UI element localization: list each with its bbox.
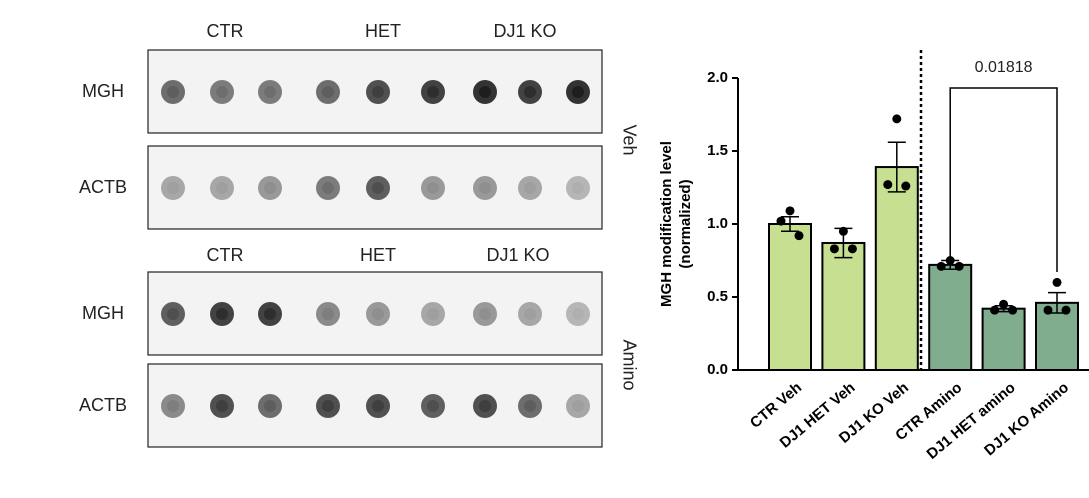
data-point [1043, 305, 1053, 315]
x-tick-label: DJ1 HET amino [924, 379, 1019, 463]
blot-dot-center [167, 308, 179, 320]
y-axis-label: (normalized) [677, 179, 694, 268]
data-point [990, 305, 1000, 315]
blot-dot-center [427, 308, 439, 320]
blot-dot-center [427, 400, 439, 412]
data-point [883, 180, 893, 190]
blot-dot-center [372, 182, 384, 194]
blot-dot-center [167, 182, 179, 194]
row-label: ACTB [79, 177, 127, 197]
blot-dot-center [479, 308, 491, 320]
data-point [936, 261, 946, 271]
blot-dot-center [479, 86, 491, 98]
blot-dot-center [427, 182, 439, 194]
blot-dot-center [216, 400, 228, 412]
data-point [1052, 277, 1062, 287]
row-label: ACTB [79, 395, 127, 415]
data-point [847, 244, 857, 254]
group-label: DJ1 KO [493, 21, 556, 41]
blot-dot-center [322, 86, 334, 98]
y-tick-label: 1.0 [707, 215, 728, 232]
blot-dot-center [322, 182, 334, 194]
blot-dot-center [524, 400, 536, 412]
blot-dot-center [216, 86, 228, 98]
blot-dot-center [372, 308, 384, 320]
blot-dot-center [264, 86, 276, 98]
bar [928, 263, 973, 372]
blot-dot-center [572, 400, 584, 412]
blot-dot-center [479, 182, 491, 194]
blot-dot-center [216, 308, 228, 320]
blot-dot-center [264, 182, 276, 194]
data-point [794, 231, 804, 241]
blot-dot-center [372, 400, 384, 412]
blot-dot-center [372, 86, 384, 98]
row-label: MGH [82, 303, 124, 323]
blot-dot-center [322, 308, 334, 320]
data-point [954, 261, 964, 271]
blot-dot-center [524, 308, 536, 320]
bar [981, 307, 1026, 371]
blot-dot-center [524, 182, 536, 194]
blot-dot-center [167, 400, 179, 412]
row-label: MGH [82, 81, 124, 101]
condition-label: Amino [619, 339, 639, 390]
data-point [892, 114, 902, 124]
group-label: HET [365, 21, 401, 41]
condition-label: Veh [619, 124, 639, 155]
data-point [1008, 305, 1018, 315]
data-point [838, 226, 848, 236]
data-point [901, 181, 911, 191]
blot-dot-center [524, 86, 536, 98]
error-bar [887, 141, 906, 193]
data-point [999, 299, 1009, 309]
group-label: CTR [207, 21, 244, 41]
blot-dot-center [264, 308, 276, 320]
blot-dot-center [427, 86, 439, 98]
group-label: CTR [207, 245, 244, 265]
significance-bracket [949, 87, 1058, 272]
y-axis-label: MGH modification level [658, 141, 675, 307]
blot-dot-center [216, 182, 228, 194]
blot-dot-center [264, 400, 276, 412]
data-point [945, 256, 955, 265]
group-label: HET [360, 245, 396, 265]
bar [821, 241, 866, 371]
y-tick-label: 0.0 [707, 361, 728, 378]
blot-dot-center [322, 400, 334, 412]
blot-dot-center [572, 308, 584, 320]
significance-label: 0.01818 [975, 59, 1033, 76]
blot-dot-center [167, 86, 179, 98]
blot-dot-center [572, 86, 584, 98]
blot-dot-center [572, 182, 584, 194]
data-point [776, 216, 786, 226]
bar [874, 166, 919, 371]
group-label: DJ1 KO [486, 245, 549, 265]
bar [768, 223, 812, 371]
blot-dot-center [479, 400, 491, 412]
data-point [829, 244, 839, 254]
y-tick-label: 1.5 [707, 142, 728, 159]
data-point [785, 206, 795, 216]
data-point [1061, 305, 1071, 315]
error-bar [781, 215, 799, 233]
y-tick-label: 2.0 [707, 69, 728, 86]
y-tick-label: 0.5 [707, 288, 728, 305]
